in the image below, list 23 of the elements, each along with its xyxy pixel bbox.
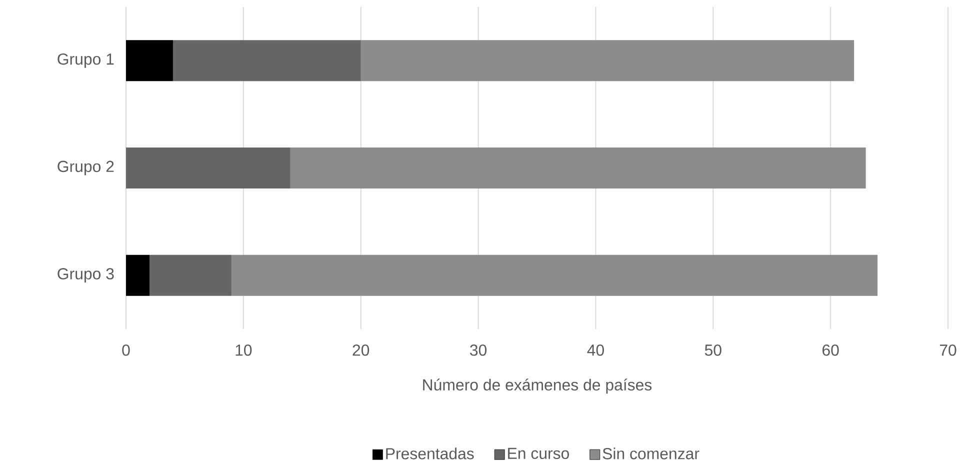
y-tick-label: Grupo 2 (58, 160, 114, 176)
y-tick-label: Grupo 1 (58, 53, 114, 68)
x-tick-label: 70 (940, 344, 956, 356)
bar (126, 254, 150, 296)
x-tick-label: 60 (822, 344, 839, 356)
x-tick-label: 10 (236, 344, 252, 356)
x-tick-label: 0 (122, 344, 130, 356)
x-tick-label: 40 (587, 344, 604, 356)
bar (126, 40, 173, 82)
bar (149, 254, 232, 296)
x-tick-label: 30 (470, 344, 487, 356)
bar (290, 148, 866, 189)
bar (232, 254, 878, 296)
bar (126, 148, 290, 189)
bar (172, 40, 361, 82)
legend-label: Sin comenzar (602, 448, 700, 460)
legend-label: En curso (508, 448, 569, 460)
x-tick-label: 20 (352, 344, 370, 356)
legend-label: Presentadas (386, 448, 474, 460)
x-tick-label: 50 (704, 344, 722, 356)
y-tick-label: Grupo 3 (58, 268, 114, 283)
bar (360, 40, 854, 82)
x-axis-title: Número de exámenes de países (423, 378, 652, 394)
